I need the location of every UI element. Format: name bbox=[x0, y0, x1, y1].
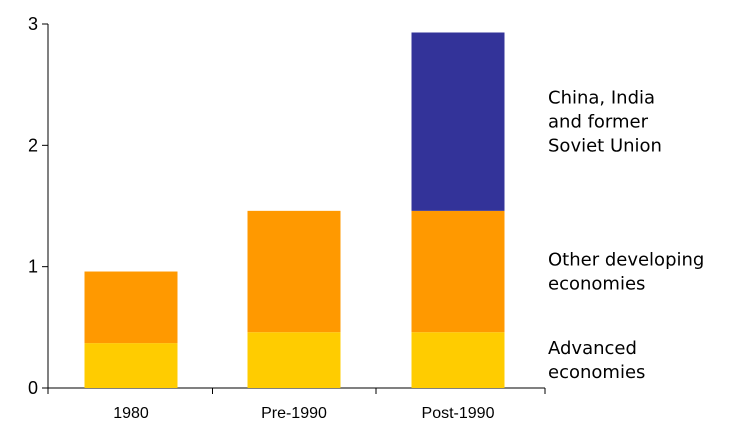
bar-segment bbox=[411, 332, 505, 388]
bar-segment bbox=[247, 210, 341, 333]
bars bbox=[84, 32, 505, 388]
legend-entry: Advanced economies bbox=[548, 338, 645, 383]
x-category-label: Pre-1990 bbox=[261, 405, 327, 422]
y-tick-label: 3 bbox=[28, 14, 38, 34]
legend-entry: China, India and former Soviet Union bbox=[548, 88, 662, 157]
bar-segment bbox=[84, 271, 178, 344]
bar-segment bbox=[411, 32, 505, 211]
x-category-label: 1980 bbox=[113, 405, 149, 422]
labels: 0 1 2 3 1980 Pre-1990 Post-1990 bbox=[28, 14, 495, 422]
y-tick-label: 1 bbox=[28, 257, 38, 277]
bar-segment bbox=[411, 210, 505, 333]
x-category-label: Post-1990 bbox=[422, 405, 495, 422]
bar-segment bbox=[84, 343, 178, 388]
y-tick-label: 0 bbox=[28, 378, 38, 398]
bar-segment bbox=[247, 332, 341, 388]
legend-entry: Other developing economies bbox=[548, 250, 704, 295]
legend: Advanced economies Other developing economi… bbox=[548, 88, 704, 383]
y-tick-label: 2 bbox=[28, 135, 38, 155]
